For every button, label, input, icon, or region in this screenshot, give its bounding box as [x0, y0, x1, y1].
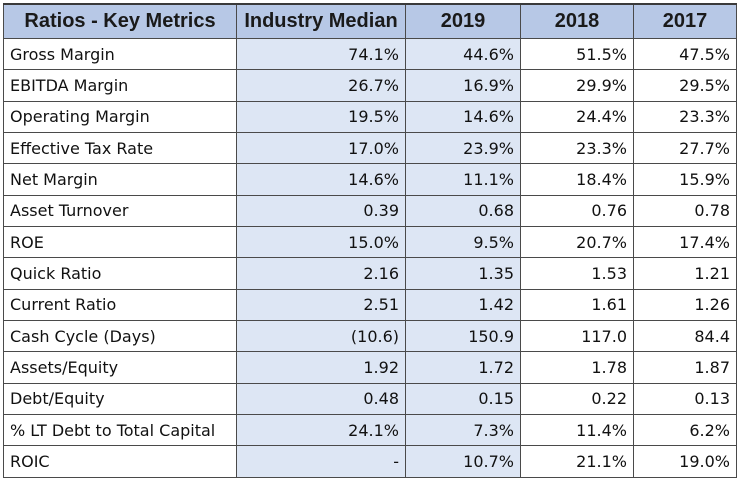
metric-name: Current Ratio — [3, 288, 237, 322]
header-industry-median: Industry Median — [236, 3, 406, 39]
metric-name: Asset Turnover — [3, 194, 237, 228]
table-row: Operating Margin 19.5% 14.6% 24.4% 23.3% — [3, 100, 737, 134]
value-2017: 23.3% — [633, 100, 737, 134]
metric-name: Net Margin — [3, 163, 237, 196]
table-row: Debt/Equity 0.48 0.15 0.22 0.13 — [3, 382, 737, 416]
value-2018: 18.4% — [520, 163, 634, 196]
metric-name: Cash Cycle (Days) — [3, 320, 237, 353]
value-2019: 11.1% — [405, 163, 521, 196]
value-2018: 0.22 — [520, 382, 634, 416]
value-2017: 15.9% — [633, 163, 737, 196]
industry-median-value: 1.92 — [236, 351, 406, 384]
metric-name: Effective Tax Rate — [3, 132, 237, 165]
metric-name: ROIC — [3, 445, 237, 478]
value-2017: 0.13 — [633, 382, 737, 416]
table-row: Asset Turnover 0.39 0.68 0.76 0.78 — [3, 194, 737, 228]
header-2019: 2019 — [405, 3, 521, 39]
value-2019: 9.5% — [405, 226, 521, 259]
value-2017: 29.5% — [633, 69, 737, 102]
value-2017: 1.87 — [633, 351, 737, 384]
value-2019: 7.3% — [405, 414, 521, 447]
metric-name: Quick Ratio — [3, 257, 237, 290]
value-2018: 24.4% — [520, 100, 634, 134]
table-row: ROIC -10.7% 21.1% 19.0% — [3, 445, 737, 478]
industry-median-value: 24.1% — [236, 414, 406, 447]
industry-median-value: 0.48 — [236, 382, 406, 416]
table-row: Assets/Equity 1.92 1.72 1.78 1.87 — [3, 351, 737, 384]
metric-name: Assets/Equity — [3, 351, 237, 384]
industry-median-value: - — [236, 445, 406, 478]
ratios-table-container: Ratios - Key Metrics Industry Median 201… — [3, 3, 737, 478]
value-2017: 27.7% — [633, 132, 737, 165]
header-row: Ratios - Key Metrics Industry Median 201… — [3, 3, 737, 39]
industry-median-value: 14.6% — [236, 163, 406, 196]
industry-median-value: 0.39 — [236, 194, 406, 228]
value-2019: 16.9% — [405, 69, 521, 102]
value-2019: 1.35 — [405, 257, 521, 290]
value-2017: 19.0% — [633, 445, 737, 478]
industry-median-value: 15.0% — [236, 226, 406, 259]
value-2017: 84.4 — [633, 320, 737, 353]
value-2017: 1.26 — [633, 288, 737, 322]
metric-name: Debt/Equity — [3, 382, 237, 416]
value-2018: 29.9% — [520, 69, 634, 102]
value-2019: 1.72 — [405, 351, 521, 384]
value-2018: 1.61 — [520, 288, 634, 322]
table-row: Cash Cycle (Days) (10.6) 150.9 117.0 84.4 — [3, 320, 737, 353]
value-2018: 21.1% — [520, 445, 634, 478]
table-row: Current Ratio 2.51 1.42 1.61 1.26 — [3, 288, 737, 322]
table-row: EBITDA Margin 26.7% 16.9% 29.9% 29.5% — [3, 69, 737, 102]
value-2017: 0.78 — [633, 194, 737, 228]
value-2018: 1.78 — [520, 351, 634, 384]
table-row: Net Margin 14.6% 11.1% 18.4% 15.9% — [3, 163, 737, 196]
table-row: ROE 15.0% 9.5% 20.7% 17.4% — [3, 226, 737, 259]
value-2017: 47.5% — [633, 37, 737, 71]
table-row: Gross Margin 74.1% 44.6% 51.5% 47.5% — [3, 37, 737, 71]
value-2018: 20.7% — [520, 226, 634, 259]
header-2018: 2018 — [520, 3, 634, 39]
industry-median-value: 2.51 — [236, 288, 406, 322]
industry-median-value: 17.0% — [236, 132, 406, 165]
value-2018: 0.76 — [520, 194, 634, 228]
metric-name: Gross Margin — [3, 37, 237, 71]
metric-name: EBITDA Margin — [3, 69, 237, 102]
header-2017: 2017 — [633, 3, 737, 39]
table-row: % LT Debt to Total Capital 24.1% 7.3% 11.4%… — [3, 414, 737, 447]
value-2018: 117.0 — [520, 320, 634, 353]
value-2017: 1.21 — [633, 257, 737, 290]
value-2019: 1.42 — [405, 288, 521, 322]
header-metric: Ratios - Key Metrics — [3, 3, 237, 39]
industry-median-value: (10.6) — [236, 320, 406, 353]
value-2019: 14.6% — [405, 100, 521, 134]
value-2017: 17.4% — [633, 226, 737, 259]
key-metrics-table: Ratios - Key Metrics Industry Median 201… — [3, 3, 737, 478]
value-2019: 23.9% — [405, 132, 521, 165]
value-2018: 23.3% — [520, 132, 634, 165]
metric-name: Operating Margin — [3, 100, 237, 134]
industry-median-value: 74.1% — [236, 37, 406, 71]
value-2019: 10.7% — [405, 445, 521, 478]
industry-median-value: 19.5% — [236, 100, 406, 134]
value-2018: 11.4% — [520, 414, 634, 447]
value-2018: 1.53 — [520, 257, 634, 290]
value-2019: 150.9 — [405, 320, 521, 353]
metric-name: ROE — [3, 226, 237, 259]
value-2018: 51.5% — [520, 37, 634, 71]
table-row: Quick Ratio 2.16 1.35 1.53 1.21 — [3, 257, 737, 290]
value-2017: 6.2% — [633, 414, 737, 447]
value-2019: 0.15 — [405, 382, 521, 416]
industry-median-value: 2.16 — [236, 257, 406, 290]
table-row: Effective Tax Rate 17.0% 23.9% 23.3% 27.7% — [3, 132, 737, 165]
value-2019: 0.68 — [405, 194, 521, 228]
industry-median-value: 26.7% — [236, 69, 406, 102]
metric-name: % LT Debt to Total Capital — [3, 414, 237, 447]
value-2019: 44.6% — [405, 37, 521, 71]
